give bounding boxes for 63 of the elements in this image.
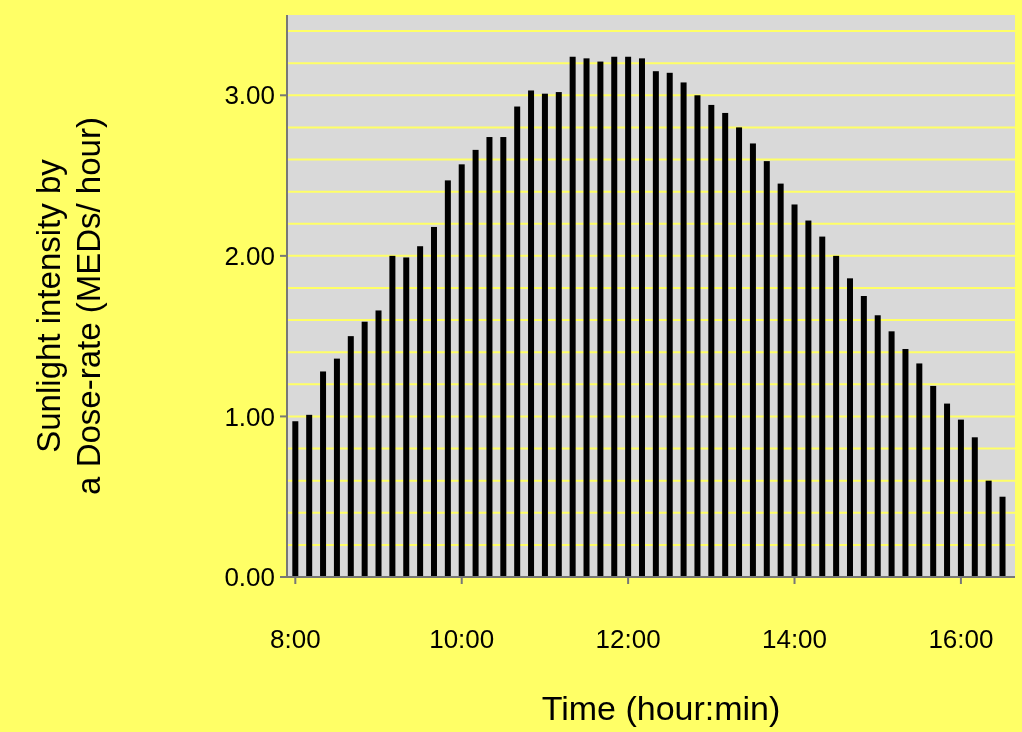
x-tick-label: 14:00 [761, 624, 828, 654]
bar [569, 56, 576, 577]
bar [403, 257, 410, 577]
bar [333, 358, 340, 577]
bar [833, 255, 840, 577]
y-tick-label: 0.00 [224, 562, 275, 593]
x-axis-title: Time (hour:min) [541, 689, 781, 727]
bar [805, 220, 812, 577]
bar [306, 414, 313, 577]
bar [389, 255, 396, 577]
bar [417, 246, 424, 577]
bar [486, 137, 493, 577]
bar [472, 149, 479, 577]
bar [555, 92, 562, 577]
bar [625, 56, 632, 577]
bar [846, 278, 853, 577]
x-tick-label: 12:00 [595, 624, 661, 654]
bar [292, 421, 299, 577]
x-tick-label: 16:00 [928, 624, 994, 654]
bar [347, 336, 354, 577]
bar [638, 58, 645, 577]
bar [652, 71, 659, 577]
x-tick-label: 10:00 [429, 624, 495, 654]
bar [791, 204, 798, 577]
bar [541, 93, 548, 577]
bar [430, 226, 437, 577]
bar [680, 82, 687, 577]
bar [888, 331, 895, 577]
bar [916, 363, 923, 577]
bar [514, 106, 521, 577]
bar [583, 58, 590, 577]
bar [708, 104, 715, 577]
y-tick-label: 1.00 [224, 401, 275, 432]
bar [971, 437, 978, 577]
bar [777, 183, 784, 577]
bar [694, 95, 701, 577]
bar [320, 371, 327, 577]
bar [985, 480, 992, 577]
bar [902, 348, 909, 577]
bar [999, 496, 1006, 577]
bar [375, 310, 382, 577]
bar [736, 127, 743, 577]
bar [444, 180, 451, 577]
bar [528, 90, 535, 577]
bar [957, 419, 964, 577]
bar [458, 164, 465, 577]
bar [611, 56, 618, 577]
x-tick-label: 8:00 [270, 624, 321, 654]
bar [860, 296, 867, 577]
bar [597, 61, 604, 577]
bar [874, 315, 881, 577]
y-tick-label: 3.00 [224, 80, 275, 111]
bar [819, 236, 826, 577]
bar [749, 143, 756, 577]
bar [763, 161, 770, 577]
bar [500, 137, 507, 577]
bar [930, 385, 937, 577]
bar [666, 72, 673, 577]
y-axis-title: Sunlight intensity by a Dose-rate (MEDs/ hour) [30, 117, 107, 495]
y-tick-label: 2.00 [224, 240, 275, 271]
bar [361, 321, 368, 577]
bar [722, 112, 729, 577]
bar [944, 403, 951, 577]
